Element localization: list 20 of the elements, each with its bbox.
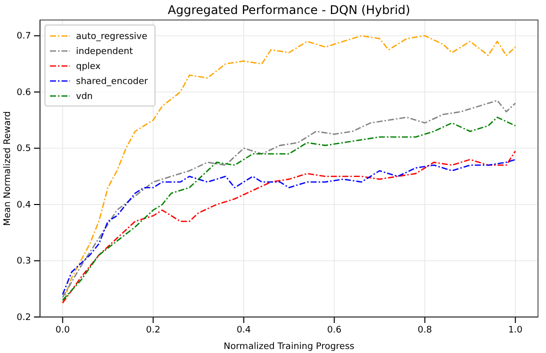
- y-tick-label: 0.2: [16, 312, 31, 323]
- y-tick-label: 0.4: [16, 200, 32, 210]
- legend-label: qplex: [76, 62, 102, 72]
- x-tick-label: 0.2: [146, 325, 160, 336]
- x-axis-title: Normalized Training Progress: [224, 342, 355, 352]
- y-tick-label: 0.6: [16, 88, 32, 98]
- x-tick-label: 0.0: [55, 325, 70, 336]
- x-tick-label: 0.6: [327, 325, 342, 336]
- chart-title: Aggregated Performance - DQN (Hybrid): [168, 3, 410, 17]
- legend-label: shared_encoder: [76, 77, 148, 87]
- legend-label: auto_regressive: [76, 32, 148, 42]
- y-tick-label: 0.5: [16, 144, 31, 154]
- x-tick-label: 1.0: [508, 325, 523, 336]
- legend-label: independent: [76, 47, 134, 57]
- y-tick-label: 0.3: [16, 256, 31, 267]
- y-tick-label: 0.7: [16, 32, 31, 42]
- x-tick-label: 0.8: [418, 325, 432, 336]
- legend-label: vdn: [76, 92, 93, 102]
- y-axis-title: Mean Normalized Reward: [3, 111, 13, 226]
- x-tick-label: 0.4: [236, 325, 252, 336]
